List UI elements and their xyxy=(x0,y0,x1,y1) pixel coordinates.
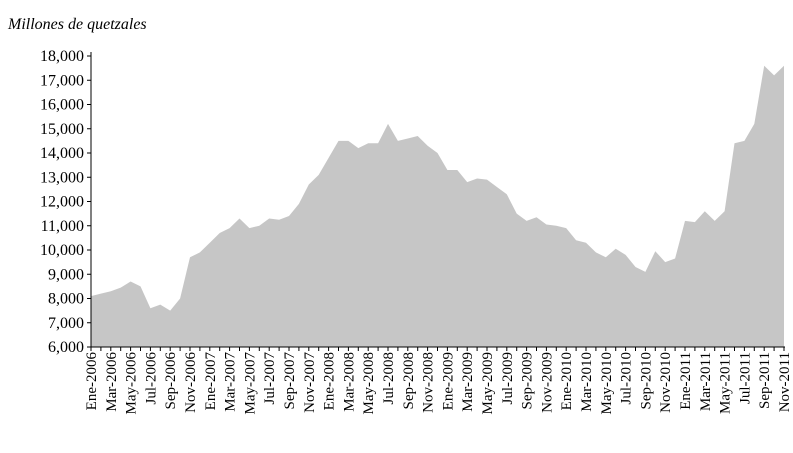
x-tick-label: Nov-2011 xyxy=(777,352,793,412)
y-tick-label: 9,000 xyxy=(48,266,84,283)
x-tick-label: Nov-2006 xyxy=(183,352,199,413)
y-tick-label: 8,000 xyxy=(48,291,84,308)
x-tick-label: Ene-2008 xyxy=(322,352,338,410)
x-tick-label: Jul-2007 xyxy=(262,352,278,405)
x-tick-label: Mar-2010 xyxy=(579,352,595,412)
x-tick-label: Jul-2011 xyxy=(737,352,753,404)
x-tick-label: Mar-2008 xyxy=(341,352,357,412)
x-tick-label: May-2010 xyxy=(599,352,615,415)
y-tick-label: 14,000 xyxy=(40,145,84,162)
x-tick-label: Ene-2010 xyxy=(559,352,575,410)
x-tick-label: Sep-2009 xyxy=(520,352,536,410)
x-tick-label: Jul-2006 xyxy=(143,352,159,405)
x-tick-label: Ene-2007 xyxy=(203,352,219,411)
x-tick-label: Ene-2009 xyxy=(440,352,456,410)
x-tick-label: May-2007 xyxy=(242,352,258,415)
x-tick-label: Sep-2006 xyxy=(163,352,179,410)
area xyxy=(91,65,784,347)
y-tick-label: 6,000 xyxy=(48,339,84,356)
x-tick-label: Sep-2010 xyxy=(638,352,654,410)
x-tick-label: Jul-2009 xyxy=(500,352,516,405)
y-tick-label: 11,000 xyxy=(41,218,84,235)
x-tick-label: Nov-2007 xyxy=(302,352,318,413)
x-tick-label: Sep-2011 xyxy=(757,352,773,409)
y-tick-label: 15,000 xyxy=(40,121,84,138)
x-tick-label: May-2008 xyxy=(361,352,377,415)
y-tick-label: 16,000 xyxy=(40,97,84,114)
x-tick-label: Mar-2007 xyxy=(223,352,239,412)
x-tick-label: Nov-2010 xyxy=(658,352,674,413)
y-tick-label: 10,000 xyxy=(40,242,84,259)
y-tick-label: 12,000 xyxy=(40,194,84,211)
x-tick-label: May-2006 xyxy=(124,352,140,415)
y-tick-label: 18,000 xyxy=(40,48,84,65)
x-tick-label: Sep-2007 xyxy=(282,352,298,410)
y-tick-label: 7,000 xyxy=(48,315,84,332)
x-tick-label: Mar-2006 xyxy=(104,352,120,412)
x-tick-label: Sep-2008 xyxy=(401,352,417,410)
y-tick-label: 17,000 xyxy=(40,72,84,89)
x-tick-label: Mar-2011 xyxy=(698,352,714,411)
x-tick-label: May-2011 xyxy=(718,352,734,414)
x-tick-label: Ene-2006 xyxy=(84,352,100,411)
x-tick-label: Mar-2009 xyxy=(460,352,476,412)
x-tick-label: Nov-2008 xyxy=(421,352,437,413)
x-tick-label: Jul-2010 xyxy=(619,352,635,405)
x-tick-label: Jul-2008 xyxy=(381,352,397,405)
x-tick-label: May-2009 xyxy=(480,352,496,415)
chart-title: Millones de quetzales xyxy=(7,16,147,33)
x-tick-label: Nov-2009 xyxy=(539,352,555,413)
x-tick-label: Ene-2011 xyxy=(678,352,694,410)
y-tick-label: 13,000 xyxy=(40,169,84,186)
